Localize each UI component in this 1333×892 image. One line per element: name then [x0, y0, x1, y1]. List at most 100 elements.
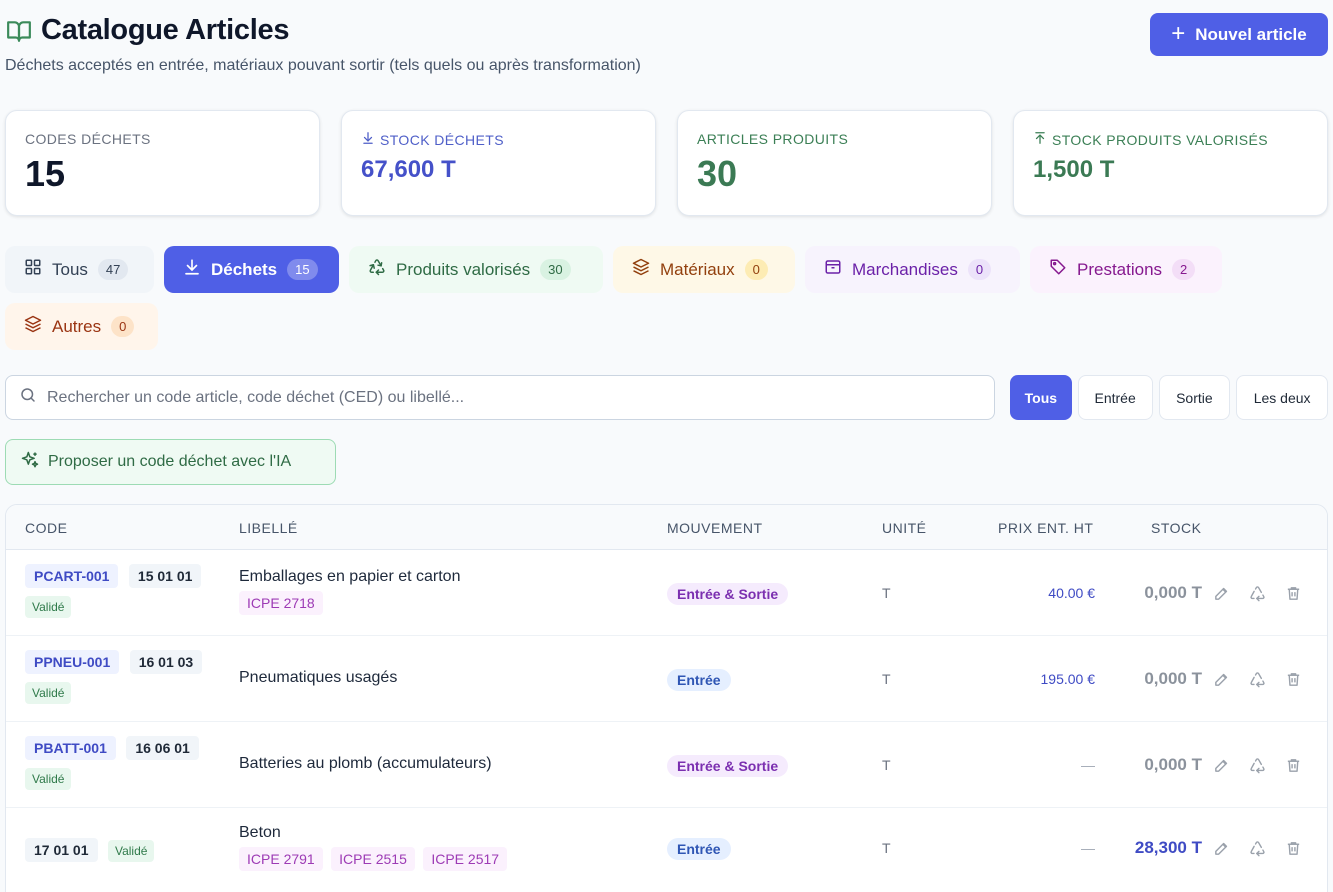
stat-value: 15	[25, 153, 66, 194]
movement-badge: Entrée & Sortie	[667, 583, 789, 605]
row-libelle: Pneumatiques usagés	[239, 669, 398, 686]
status-badge: Validé	[107, 840, 155, 862]
recycle-icon[interactable]	[1247, 669, 1267, 689]
movement-badge: Entrée	[667, 838, 731, 860]
ai-propose-button[interactable]: Proposer un code déchet avec l'IA	[5, 439, 336, 485]
column-header-unite: UNITÉ	[882, 520, 927, 536]
stat-value: 67,600 T	[361, 156, 456, 183]
filter-count: 15	[287, 259, 318, 280]
icpe-tag: ICPE 2718	[239, 591, 323, 615]
filter-count: 0	[111, 316, 135, 337]
table-row[interactable]: PCART-001 15 01 01 Validé Emballages en …	[6, 550, 1327, 636]
filter-count: 0	[967, 259, 992, 280]
table-row[interactable]: 17 01 01 Validé Beton ICPE 2791 ICPE 251…	[6, 808, 1327, 892]
article-code: PBATT-001	[25, 736, 116, 760]
download-icon	[183, 258, 201, 281]
column-header-mouvement: MOUVEMENT	[667, 520, 763, 536]
column-header-libelle: LIBELLÉ	[239, 520, 298, 536]
movement-filter-sortie[interactable]: Sortie	[1158, 375, 1231, 420]
movement-filter-entree[interactable]: Entrée	[1077, 375, 1153, 420]
arrow-down-icon	[361, 131, 375, 148]
page-title: Catalogue Articles	[41, 14, 290, 46]
stat-card-codes-dechets: CODES DÉCHETS 15	[5, 110, 320, 216]
filter-label: Tous	[52, 259, 88, 279]
row-price: 195.00 €	[1040, 671, 1096, 687]
edit-icon[interactable]	[1211, 669, 1231, 689]
edit-icon[interactable]	[1211, 583, 1231, 603]
plus-icon: +	[1171, 19, 1186, 47]
filter-produits-valorises[interactable]: Produits valorisés 30	[349, 246, 603, 293]
movement-badge: Entrée	[667, 669, 731, 691]
table-row[interactable]: PPNEU-001 16 01 03 Validé Pneumatiques u…	[6, 636, 1327, 722]
filter-label: Produits valorisés	[396, 259, 531, 279]
stat-label: ARTICLES PRODUITS	[697, 131, 849, 147]
recycle-icon[interactable]	[1247, 583, 1267, 603]
layers-icon	[632, 258, 650, 281]
filter-label: Déchets	[211, 259, 278, 279]
table-header: CODE LIBELLÉ MOUVEMENT UNITÉ PRIX ENT. H…	[6, 505, 1327, 550]
article-code: PCART-001	[25, 564, 119, 588]
filter-label: Autres	[52, 316, 102, 336]
movement-badge: Entrée & Sortie	[667, 755, 789, 777]
trash-icon[interactable]	[1283, 755, 1303, 775]
filter-label: Prestations	[1077, 259, 1163, 279]
filter-count: 30	[540, 259, 571, 280]
row-stock: 28,300 T	[1134, 838, 1202, 857]
row-stock: 0,000 T	[1144, 583, 1202, 602]
recycle-icon	[368, 258, 386, 281]
filter-tous[interactable]: Tous 47	[5, 246, 154, 293]
edit-icon[interactable]	[1211, 755, 1231, 775]
row-unit: T	[882, 585, 891, 601]
row-price: —	[1081, 840, 1095, 856]
icpe-tag: ICPE 2517	[423, 847, 508, 871]
category-filters: Tous 47 Déchets 15 Produits valorisés 30…	[5, 246, 1328, 350]
row-libelle: Emballages en papier et carton	[239, 568, 461, 585]
search-icon	[19, 386, 37, 409]
stat-label: STOCK DÉCHETS	[380, 131, 504, 148]
new-article-button[interactable]: + Nouvel article	[1150, 13, 1328, 56]
article-code: PPNEU-001	[25, 650, 120, 674]
edit-icon[interactable]	[1211, 838, 1231, 858]
search-box	[5, 375, 995, 420]
grid-icon	[24, 258, 42, 281]
ced-code: 15 01 01	[128, 564, 202, 588]
filter-prestations[interactable]: Prestations 2	[1030, 246, 1222, 293]
stat-card-stock-produits: STOCK PRODUITS VALORISÉS 1,500 T	[1013, 110, 1328, 216]
stat-label: CODES DÉCHETS	[25, 131, 151, 147]
movement-filter-tous[interactable]: Tous	[1009, 375, 1072, 420]
search-row: Tous Entrée Sortie Les deux	[5, 375, 1328, 420]
trash-icon[interactable]	[1283, 583, 1303, 603]
column-header-code: CODE	[25, 520, 68, 536]
filter-dechets[interactable]: Déchets 15	[164, 246, 339, 293]
row-libelle: Batteries au plomb (accumulateurs)	[239, 755, 492, 772]
page-subtitle: Déchets acceptés en entrée, matériaux po…	[5, 57, 641, 74]
stat-card-articles-produits: ARTICLES PRODUITS 30	[677, 110, 992, 216]
filter-marchandises[interactable]: Marchandises 0	[805, 246, 1020, 293]
row-price: 40.00 €	[1048, 585, 1095, 601]
sparkles-icon	[20, 450, 40, 475]
package-icon	[824, 258, 842, 281]
row-libelle: Beton	[239, 824, 281, 841]
table-row[interactable]: PBATT-001 16 06 01 Validé Batteries au p…	[6, 722, 1327, 808]
articles-table: CODE LIBELLÉ MOUVEMENT UNITÉ PRIX ENT. H…	[5, 504, 1328, 892]
book-open-icon	[5, 17, 33, 45]
recycle-icon[interactable]	[1247, 755, 1267, 775]
ced-code: 17 01 01	[25, 838, 98, 862]
tag-icon	[1049, 258, 1067, 281]
stat-card-stock-dechets: STOCK DÉCHETS 67,600 T	[341, 110, 656, 216]
movement-filter-les-deux[interactable]: Les deux	[1236, 375, 1328, 420]
row-price: —	[1081, 757, 1095, 773]
filter-count: 47	[97, 259, 129, 280]
status-badge: Validé	[25, 682, 72, 704]
filter-materiaux[interactable]: Matériaux 0	[613, 246, 795, 293]
filter-count: 0	[744, 259, 768, 280]
recycle-icon[interactable]	[1247, 838, 1267, 858]
column-header-prix: PRIX ENT. HT	[998, 520, 1094, 536]
trash-icon[interactable]	[1283, 669, 1303, 689]
ced-code: 16 06 01	[126, 736, 199, 760]
trash-icon[interactable]	[1283, 838, 1303, 858]
new-article-label: Nouvel article	[1195, 24, 1307, 44]
filter-autres[interactable]: Autres 0	[5, 303, 158, 350]
search-input[interactable]	[47, 388, 994, 407]
row-unit: T	[882, 757, 891, 773]
